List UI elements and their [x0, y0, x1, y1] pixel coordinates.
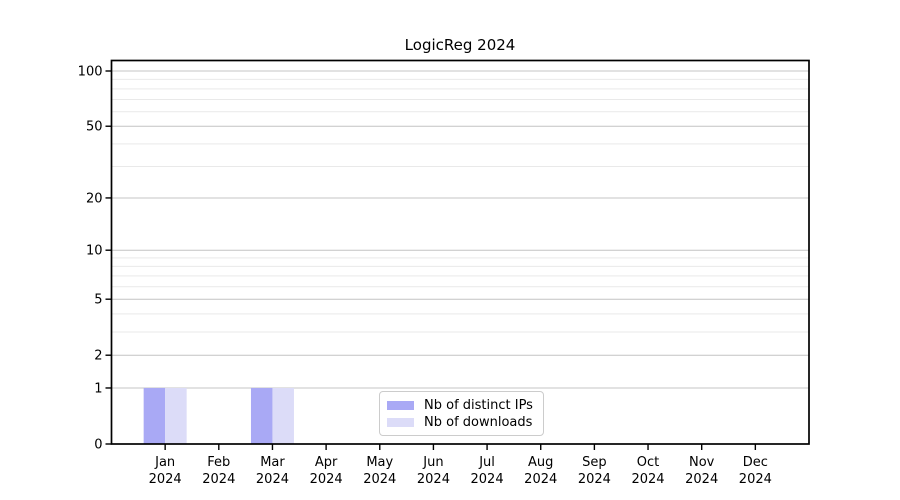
x-tick-label-year: 2024 [256, 472, 289, 487]
x-tick-label-year: 2024 [149, 472, 182, 487]
x-tick-label-month: Sep [582, 455, 607, 470]
x-tick-label-year: 2024 [631, 472, 664, 487]
major-gridlines [111, 70, 809, 389]
axis-ticks [105, 70, 757, 450]
legend-label: Nb of distinct IPs [424, 398, 533, 413]
plot-spines [110, 59, 810, 445]
axis-tick-labels: 0 1 2 5 10 20 50 100 Jan 2024 Feb 2024 Mar 2024 Apr 202… [78, 65, 772, 488]
x-tick-label-year: 2024 [363, 472, 396, 487]
bar [143, 387, 166, 444]
x-tick-label-month: Feb [207, 455, 230, 470]
x-tick-label-month: Jan [154, 455, 175, 470]
x-tick-label-month: May [366, 455, 393, 470]
x-tick-label-month: Mar [260, 455, 285, 470]
chart-title: LogicReg 2024 [404, 36, 516, 54]
x-tick-label-year: 2024 [578, 472, 611, 487]
legend-item: Nb of distinct IPs [387, 397, 534, 414]
chart-legend: Nb of distinct IPs Nb of downloads [379, 391, 544, 436]
x-tick-label-month: Nov [689, 455, 715, 470]
x-tick-label-month: Apr [315, 455, 338, 470]
x-tick-label-month: Dec [743, 455, 768, 470]
bar [165, 387, 187, 444]
y-tick-label: 0 [94, 438, 102, 453]
y-tick-label: 1 [94, 381, 102, 396]
y-tick-label: 50 [86, 120, 103, 135]
bar-series [143, 387, 294, 444]
y-tick-label: 10 [86, 244, 103, 259]
x-tick-label-year: 2024 [739, 472, 772, 487]
plot-border [110, 59, 810, 445]
minor-gridlines [111, 78, 809, 333]
y-tick-label: 5 [94, 293, 102, 308]
x-tick-label-year: 2024 [524, 472, 557, 487]
x-tick-label-year: 2024 [202, 472, 235, 487]
x-tick-label-year: 2024 [685, 472, 718, 487]
y-tick-label: 20 [86, 191, 103, 206]
legend-label: Nb of downloads [424, 415, 533, 430]
y-tick-label: 100 [78, 65, 103, 80]
x-tick-label-year: 2024 [310, 472, 343, 487]
x-tick-label-year: 2024 [471, 472, 504, 487]
legend-item: Nb of downloads [387, 414, 534, 431]
y-tick-label: 2 [94, 349, 102, 364]
x-tick-label-year: 2024 [417, 472, 450, 487]
x-tick-label-month: Jul [478, 455, 495, 470]
legend-swatch [387, 418, 414, 427]
legend-swatch [387, 401, 414, 410]
bar [272, 387, 294, 444]
x-tick-label-month: Aug [528, 455, 553, 470]
bar [250, 387, 273, 444]
x-tick-label-month: Oct [637, 455, 659, 470]
x-tick-label-month: Jun [422, 455, 443, 470]
